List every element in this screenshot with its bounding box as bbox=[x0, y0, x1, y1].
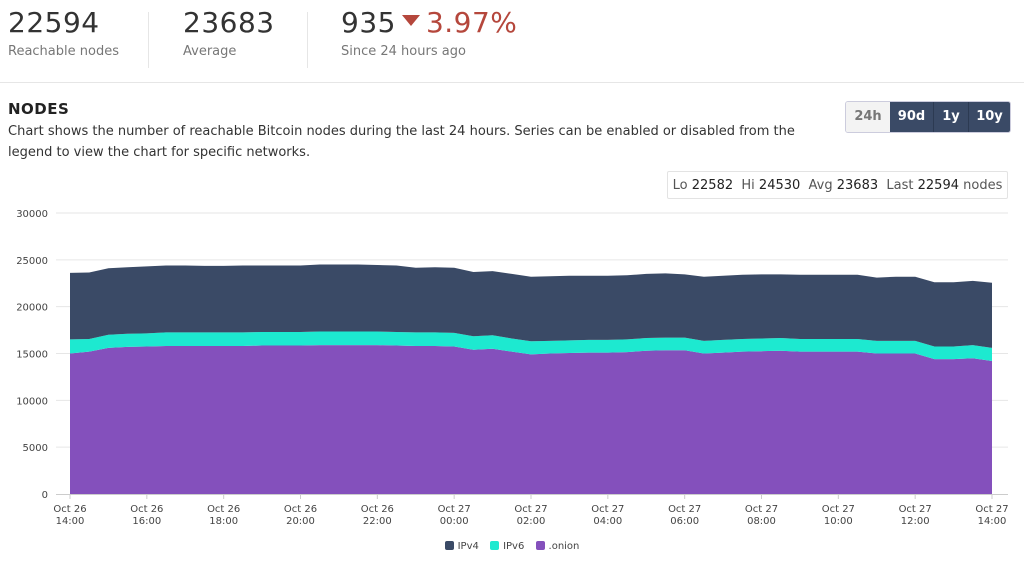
x-tick-label: 02:00 bbox=[517, 516, 546, 527]
y-tick-label: 0 bbox=[42, 490, 48, 501]
stats-divider bbox=[307, 12, 308, 68]
x-tick-label: Oct 26 bbox=[130, 504, 163, 515]
legend-swatch bbox=[535, 540, 545, 550]
range-button-10y[interactable]: 10y bbox=[968, 102, 1010, 132]
average-label: Average bbox=[183, 44, 237, 59]
arrow-down-icon bbox=[401, 14, 420, 26]
reachable-nodes-value: 22594 bbox=[8, 6, 100, 39]
y-tick-label: 15000 bbox=[16, 350, 48, 361]
legend-item-onion[interactable]: .onion bbox=[535, 540, 580, 552]
change-row: 935 3.97% bbox=[341, 4, 517, 42]
x-tick-label: Oct 27 bbox=[514, 504, 547, 515]
x-tick-label: 00:00 bbox=[440, 516, 469, 527]
section-title: NODES bbox=[8, 100, 70, 118]
hi-value: 24530 bbox=[758, 178, 801, 193]
x-tick-label: Oct 26 bbox=[361, 504, 394, 515]
range-summary: Lo 22582 Hi 24530 Avg 23683 Last 22594 n… bbox=[667, 171, 1008, 199]
legend-item-ipv4[interactable]: IPv4 bbox=[444, 540, 479, 552]
legend-item-ipv6[interactable]: IPv6 bbox=[490, 540, 525, 552]
range-button-24h[interactable]: 24h bbox=[846, 102, 890, 132]
legend-label: IPv6 bbox=[503, 541, 525, 552]
lo-value: 22582 bbox=[691, 178, 734, 193]
x-tick-label: Oct 27 bbox=[591, 504, 624, 515]
x-tick-label: Oct 27 bbox=[975, 504, 1008, 515]
legend-label: IPv4 bbox=[457, 541, 479, 552]
hi-label: Hi bbox=[741, 178, 755, 193]
y-tick-label: 20000 bbox=[16, 303, 48, 314]
y-tick-label: 25000 bbox=[16, 256, 48, 267]
legend-swatch bbox=[490, 540, 500, 550]
lo-label: Lo bbox=[672, 178, 688, 193]
x-tick-label: Oct 26 bbox=[284, 504, 317, 515]
y-tick-label: 5000 bbox=[23, 443, 48, 454]
avg-label: Avg bbox=[808, 178, 833, 193]
x-tick-label: Oct 27 bbox=[438, 504, 471, 515]
x-tick-label: 14:00 bbox=[56, 516, 85, 527]
x-tick-label: 16:00 bbox=[132, 516, 161, 527]
range-button-1y[interactable]: 1y bbox=[933, 102, 968, 132]
x-tick-label: 08:00 bbox=[747, 516, 776, 527]
chart-legend: IPv4 IPv6 .onion bbox=[0, 540, 1024, 552]
average-stat: 23683 Average bbox=[183, 4, 275, 59]
range-selector: 24h 90d 1y 10y bbox=[845, 101, 1011, 133]
reachable-nodes-label: Reachable nodes bbox=[8, 44, 119, 59]
x-tick-label: 06:00 bbox=[670, 516, 699, 527]
last-label: Last bbox=[886, 178, 914, 193]
x-tick-label: Oct 27 bbox=[822, 504, 855, 515]
series-area-ipv4 bbox=[70, 264, 992, 348]
change-stat: 935 3.97% Since 24 hours ago bbox=[341, 4, 517, 59]
reachable-nodes-stat: 22594 Reachable nodes bbox=[8, 4, 119, 59]
change-label: Since 24 hours ago bbox=[341, 44, 466, 59]
section-description: Chart shows the number of reachable Bitc… bbox=[8, 124, 795, 160]
stats-bar: 22594 Reachable nodes 23683 Average 935 3… bbox=[0, 4, 1024, 83]
x-tick-label: 20:00 bbox=[286, 516, 315, 527]
y-tick-label: 10000 bbox=[16, 396, 48, 407]
series-area-onion bbox=[70, 345, 992, 494]
x-tick-label: 14:00 bbox=[978, 516, 1007, 527]
average-value: 23683 bbox=[183, 6, 275, 39]
x-tick-label: 12:00 bbox=[901, 516, 930, 527]
change-value: 935 bbox=[341, 6, 396, 39]
series-area-ipv6 bbox=[70, 331, 992, 361]
last-value: 22594 bbox=[917, 178, 959, 193]
change-percent: 3.97% bbox=[425, 6, 518, 39]
x-tick-label: 10:00 bbox=[824, 516, 853, 527]
x-tick-label: 18:00 bbox=[209, 516, 238, 527]
x-tick-label: 22:00 bbox=[363, 516, 392, 527]
x-tick-label: Oct 26 bbox=[207, 504, 240, 515]
x-tick-label: Oct 27 bbox=[899, 504, 932, 515]
x-tick-label: Oct 26 bbox=[53, 504, 86, 515]
x-tick-label: Oct 27 bbox=[745, 504, 778, 515]
y-tick-label: 30000 bbox=[16, 209, 48, 220]
unit-label: nodes bbox=[963, 178, 1003, 193]
legend-label: .onion bbox=[548, 541, 580, 552]
range-button-90d[interactable]: 90d bbox=[890, 102, 933, 132]
stats-divider bbox=[148, 12, 149, 68]
legend-swatch bbox=[444, 540, 454, 550]
x-tick-label: 04:00 bbox=[593, 516, 622, 527]
x-tick-label: Oct 27 bbox=[668, 504, 701, 515]
avg-value: 23683 bbox=[836, 178, 879, 193]
